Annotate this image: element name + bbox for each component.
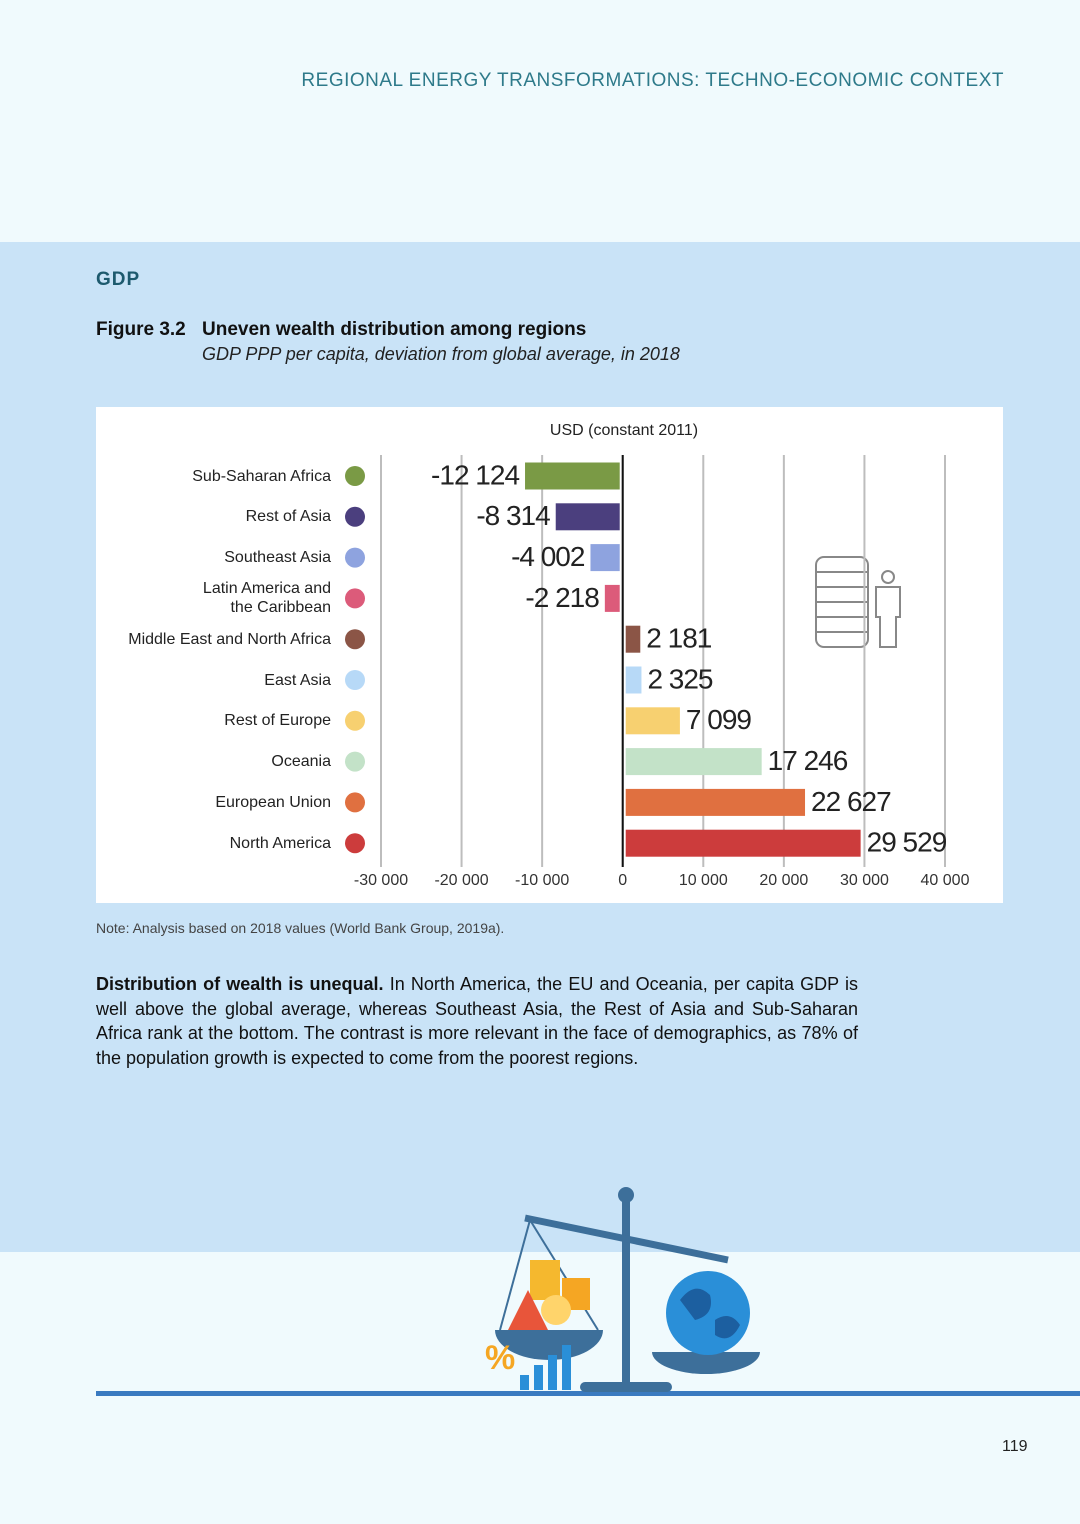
section-title: GDP: [96, 269, 141, 290]
figure-label: Figure 3.2: [96, 319, 186, 340]
icon: [815, 556, 901, 648]
x-tick-label: -30 000: [354, 872, 408, 889]
x-tick-label: 0: [618, 872, 627, 889]
running-title: REGIONAL ENERGY TRANSFORMATIONS: TECHNO-…: [301, 70, 1004, 91]
legend-dot: [345, 751, 365, 772]
legend-dot: [345, 506, 365, 527]
category-label: European Union: [215, 793, 331, 811]
x-tick-label: 10 000: [679, 872, 728, 889]
illustration: %: [96, 1187, 1080, 1396]
category-label: Sub-Saharan Africa: [192, 467, 331, 485]
category-label: Rest of Europe: [224, 712, 331, 730]
legend-dot: [345, 670, 365, 690]
category-label: North America: [229, 834, 331, 852]
bar: [590, 544, 620, 572]
value-label: 7 099: [686, 704, 751, 735]
bar: [625, 829, 861, 857]
legend-dot: [345, 833, 365, 854]
page-number: 119: [1002, 1438, 1028, 1455]
legend-dot: [345, 547, 365, 568]
bar: [555, 503, 620, 531]
category-label: Latin America and the Caribbean: [202, 580, 331, 617]
note: Note: Analysis based on 2018 values (Wor…: [96, 920, 505, 936]
x-tick-label: 40 000: [921, 872, 970, 889]
legend-dot: [345, 710, 365, 731]
value-label: 29 529: [867, 827, 947, 858]
x-tick-label: -20 000: [434, 872, 488, 889]
category-label: East Asia: [264, 671, 331, 689]
bar: [604, 584, 620, 612]
value-label: 2 325: [647, 663, 712, 694]
bar: [625, 707, 680, 735]
figure-title: Uneven wealth distribution among regions: [202, 319, 587, 340]
svg-text:%: %: [485, 1339, 515, 1377]
body-rest: In North America, the EU and Oceania, pe…: [96, 974, 858, 1069]
value-label: -2 218: [525, 582, 599, 613]
figure-subtitle: GDP PPP per capita, deviation from globa…: [202, 344, 680, 364]
body-text: Distribution of wealth is unequal. In No…: [96, 972, 858, 1071]
value-label: -8 314: [476, 500, 550, 531]
bar: [625, 788, 806, 816]
value-label: -4 002: [511, 541, 585, 572]
bar: [625, 666, 642, 694]
legend-dot: [345, 792, 365, 813]
x-tick-label: -10 000: [515, 872, 569, 889]
body-lead: Distribution of wealth is unequal.: [96, 974, 384, 994]
category-label: Southeast Asia: [224, 549, 331, 567]
chart: USD (constant 2011) -30 000 -20 000 -10 00…: [345, 422, 970, 889]
bar: [625, 748, 762, 776]
value-label: 2 181: [646, 623, 711, 654]
axis-label: USD (constant 2011): [550, 422, 698, 439]
bar: [625, 625, 641, 653]
category-label: Middle East and North Africa: [128, 630, 331, 648]
legend-dot: [345, 588, 365, 609]
value-label: 17 246: [768, 745, 848, 776]
bar: [525, 462, 620, 490]
chart-box: USD (constant 2011) -30 000 -20 000 -10 00…: [96, 407, 1003, 903]
x-tick-label: 20 000: [759, 872, 808, 889]
legend-dot: [345, 629, 365, 650]
value-label: -12 124: [431, 459, 519, 490]
category-label: Oceania: [271, 753, 331, 771]
category-label: Rest of Asia: [245, 508, 331, 526]
legend-dot: [345, 466, 365, 486]
value-label: 22 627: [811, 786, 891, 817]
x-tick-label: 30 000: [840, 872, 889, 889]
